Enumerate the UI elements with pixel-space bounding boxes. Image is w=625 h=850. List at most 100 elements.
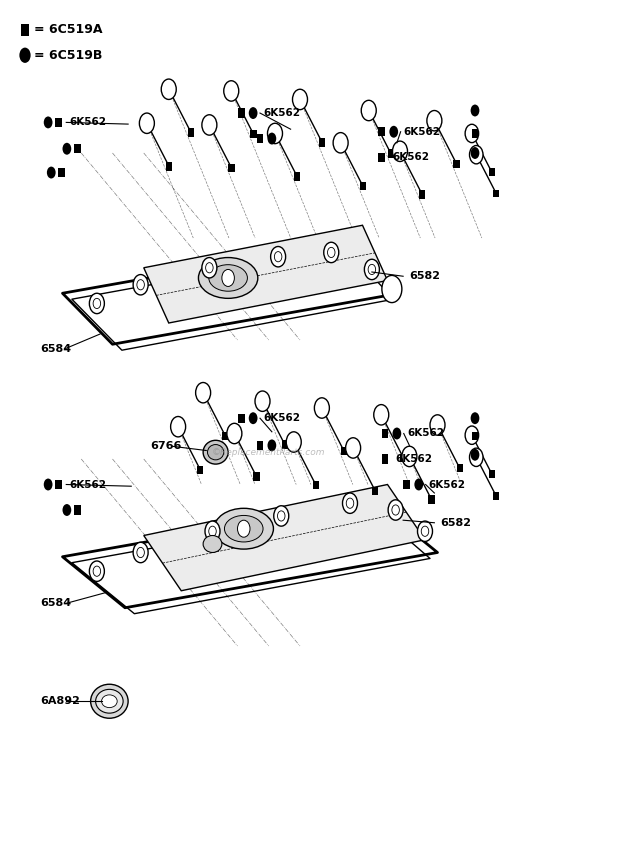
Text: 6A892: 6A892: [41, 696, 81, 706]
Circle shape: [89, 561, 104, 581]
Ellipse shape: [101, 695, 118, 707]
Bar: [319, 139, 326, 147]
Circle shape: [202, 258, 217, 278]
Bar: [404, 479, 411, 490]
Circle shape: [328, 247, 335, 258]
Bar: [494, 190, 499, 197]
Bar: [56, 117, 63, 127]
Circle shape: [368, 264, 376, 275]
Text: 6K562: 6K562: [263, 108, 300, 118]
Bar: [494, 492, 499, 500]
Bar: [379, 153, 385, 162]
Bar: [381, 454, 389, 464]
Circle shape: [465, 124, 479, 143]
Circle shape: [292, 89, 308, 110]
Bar: [379, 127, 385, 136]
Ellipse shape: [224, 515, 263, 542]
Bar: [74, 144, 81, 153]
Bar: [294, 173, 301, 181]
Text: = 6C519A: = 6C519A: [34, 23, 103, 37]
Circle shape: [414, 479, 423, 490]
Text: 6584: 6584: [41, 598, 72, 609]
Circle shape: [389, 126, 398, 138]
Text: 6K562: 6K562: [263, 413, 300, 423]
Bar: [341, 447, 348, 456]
Circle shape: [47, 167, 56, 178]
Bar: [257, 134, 264, 144]
Text: 6584: 6584: [41, 343, 72, 354]
Circle shape: [392, 505, 399, 515]
Bar: [59, 167, 66, 177]
Circle shape: [62, 143, 71, 155]
Circle shape: [268, 123, 282, 144]
Bar: [419, 190, 426, 199]
Text: 6766: 6766: [150, 441, 181, 451]
Circle shape: [392, 141, 408, 162]
Bar: [372, 487, 379, 496]
Bar: [282, 440, 288, 449]
Circle shape: [196, 382, 211, 403]
Circle shape: [93, 298, 101, 309]
Bar: [360, 182, 366, 190]
Circle shape: [274, 506, 289, 526]
Text: 6582: 6582: [409, 271, 441, 281]
Circle shape: [427, 110, 442, 131]
Circle shape: [268, 133, 276, 144]
Text: 6K562: 6K562: [392, 152, 429, 162]
Circle shape: [249, 412, 258, 424]
Circle shape: [469, 448, 483, 467]
Text: 6K562: 6K562: [429, 479, 466, 490]
Circle shape: [314, 398, 329, 418]
Bar: [229, 164, 235, 173]
Text: 6582: 6582: [441, 518, 472, 528]
Bar: [238, 108, 245, 117]
Circle shape: [421, 526, 429, 536]
Bar: [188, 128, 194, 137]
Circle shape: [44, 116, 53, 128]
Circle shape: [205, 521, 220, 541]
Circle shape: [238, 520, 250, 537]
Bar: [21, 24, 29, 36]
Bar: [222, 432, 229, 440]
Circle shape: [333, 133, 348, 153]
Bar: [166, 162, 172, 171]
Text: ©ReplacementParts.com: ©ReplacementParts.com: [212, 448, 326, 456]
Circle shape: [171, 416, 186, 437]
Circle shape: [224, 81, 239, 101]
Bar: [74, 505, 81, 515]
Bar: [238, 413, 245, 422]
Ellipse shape: [203, 536, 222, 552]
Circle shape: [139, 113, 154, 133]
Circle shape: [271, 246, 286, 267]
Circle shape: [471, 412, 479, 424]
Polygon shape: [144, 225, 388, 323]
Bar: [381, 428, 389, 439]
Circle shape: [430, 415, 445, 435]
Circle shape: [133, 275, 148, 295]
Text: 6K562: 6K562: [407, 428, 444, 439]
Circle shape: [255, 391, 270, 411]
Bar: [254, 473, 260, 481]
Circle shape: [44, 479, 53, 490]
Circle shape: [62, 504, 71, 516]
Circle shape: [324, 242, 339, 263]
Bar: [257, 441, 264, 451]
Text: = 6C519B: = 6C519B: [34, 48, 103, 62]
Circle shape: [361, 100, 376, 121]
Bar: [401, 454, 407, 462]
Circle shape: [465, 426, 479, 445]
Circle shape: [161, 79, 176, 99]
Circle shape: [249, 107, 258, 119]
Polygon shape: [144, 484, 425, 591]
Bar: [56, 479, 63, 490]
Bar: [472, 129, 478, 138]
Circle shape: [93, 566, 101, 576]
Circle shape: [471, 449, 479, 461]
Circle shape: [364, 259, 379, 280]
Ellipse shape: [203, 440, 228, 464]
Bar: [457, 464, 463, 473]
Circle shape: [392, 428, 401, 439]
Circle shape: [418, 521, 432, 541]
Circle shape: [346, 438, 361, 458]
Circle shape: [274, 252, 282, 262]
